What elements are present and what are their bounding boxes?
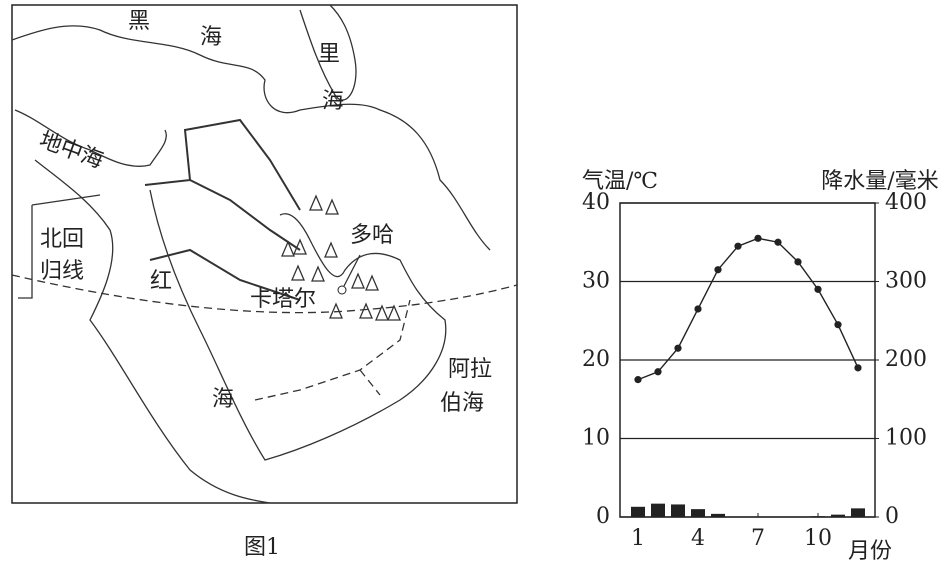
precipitation-bar [651, 503, 665, 517]
x-tick-label: 10 [804, 526, 832, 551]
map-label: 黑 [128, 9, 150, 34]
temperature-point [794, 258, 802, 266]
coastline [299, 4, 357, 101]
coastline [14, 109, 167, 167]
x-axis-label: 月份 [848, 539, 892, 564]
map-label: 卡塔尔 [250, 287, 316, 312]
map-label: 海 [200, 25, 222, 50]
temperature-line [637, 237, 859, 381]
y2-tick-label: 100 [885, 426, 927, 451]
tropic-line [11, 274, 518, 314]
y-tick-label: 30 [582, 269, 610, 294]
precipitation-bar [851, 508, 865, 517]
y-tick-label: 10 [582, 426, 610, 451]
tropic-box [18, 194, 101, 299]
precipitation-bar [711, 513, 725, 517]
y-tick-label: 20 [582, 347, 610, 372]
temperature-point [654, 368, 662, 376]
map-label: 红 [150, 269, 172, 294]
temperature-point [634, 376, 642, 384]
precipitation-bar [671, 504, 685, 517]
temperature-point [754, 234, 762, 242]
precipitation-bar [631, 506, 645, 517]
oil-fields [281, 194, 401, 321]
map-label: 海 [322, 89, 344, 114]
coastline [11, 25, 491, 251]
y2-axis-label: 降水量/毫米 [821, 169, 938, 194]
x-tick-label: 4 [691, 526, 705, 551]
temperature-point [734, 242, 742, 250]
temperature-point [814, 285, 822, 293]
y-axis-label: 气温/℃ [582, 169, 658, 194]
map-label: 海 [212, 387, 234, 412]
coastline [34, 159, 271, 504]
y2-tick-label: 0 [885, 504, 899, 529]
map-label: 地中海 [36, 128, 107, 174]
map-label: 阿拉 [448, 357, 492, 382]
y-tick-label: 0 [596, 504, 610, 529]
map-label: 归线 [40, 259, 84, 284]
map-label: 伯海 [440, 391, 484, 416]
precipitation-bar [691, 509, 705, 517]
temperature-point [694, 305, 702, 313]
temperature-point [714, 266, 722, 274]
x-tick-label: 7 [751, 526, 765, 551]
y-tick-label: 40 [582, 190, 610, 215]
temperature-point [674, 344, 682, 352]
map-label: 多哈 [350, 223, 394, 248]
caption: 图1 [244, 535, 280, 560]
temperature-point [854, 364, 862, 372]
country-border [144, 118, 301, 301]
precipitation-bar [831, 514, 845, 517]
y2-tick-label: 300 [885, 269, 927, 294]
temperature-point [834, 321, 842, 329]
capital-marker [337, 285, 347, 295]
x-tick-label: 1 [631, 526, 645, 551]
map-frame [11, 4, 518, 504]
y2-tick-label: 400 [885, 190, 927, 215]
precipitation-bar [811, 516, 825, 517]
map-label: 里 [318, 42, 340, 67]
map: 黑 海 里 海 地中海 北回 归线 红 海 阿拉 伯海 多哈 卡塔尔 图1 [11, 4, 518, 560]
temperature-point [774, 238, 782, 246]
y2-tick-label: 200 [885, 347, 927, 372]
leader-line [343, 254, 361, 287]
country-border [254, 299, 411, 401]
coastline [149, 189, 447, 461]
map-label: 北回 [40, 227, 84, 252]
